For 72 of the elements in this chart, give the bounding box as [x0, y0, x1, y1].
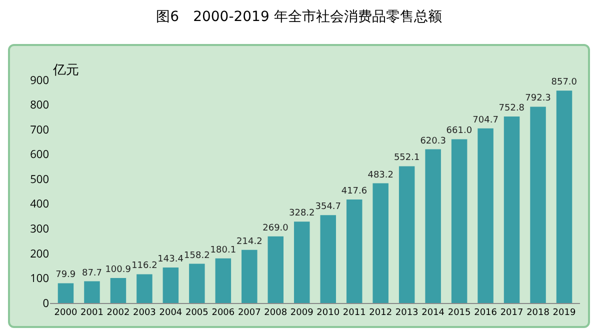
y-tick-label: 300 [30, 222, 49, 237]
x-tick-label: 2001 [80, 308, 104, 318]
bar [346, 200, 362, 303]
bar [242, 250, 258, 303]
bar [58, 283, 74, 303]
bar [215, 258, 232, 303]
bar [136, 274, 152, 303]
data-label: 704.7 [472, 115, 498, 126]
y-axis-title: 亿元 [52, 60, 79, 78]
x-tick-label: 2008 [264, 308, 288, 318]
data-label: 79.9 [56, 270, 76, 280]
data-label: 792.3 [525, 94, 551, 104]
bar [372, 183, 388, 303]
data-label: 661.0 [446, 126, 472, 136]
y-tick-label: 800 [30, 98, 49, 113]
data-label: 116.2 [132, 261, 158, 272]
data-label: 752.8 [498, 103, 525, 114]
bar [320, 215, 336, 303]
data-label: 552.1 [394, 153, 420, 164]
data-label: 328.2 [288, 208, 315, 219]
data-label: 857.0 [551, 78, 578, 88]
data-label: 354.7 [315, 202, 342, 212]
y-tick-label: 100 [30, 271, 49, 286]
x-tick-label: 2010 [316, 308, 340, 318]
data-label: 214.2 [236, 236, 262, 247]
data-label: 100.9 [105, 265, 132, 275]
data-label: 87.7 [82, 268, 102, 278]
x-tick-label: 2002 [106, 308, 130, 318]
data-label: 483.2 [368, 170, 394, 180]
x-tick-label: 2007 [238, 308, 261, 318]
bar [110, 278, 126, 303]
bar [504, 116, 520, 303]
x-tick-label: 2019 [552, 308, 576, 318]
bar [189, 264, 205, 303]
data-label: 158.2 [184, 250, 210, 261]
data-label: 180.1 [210, 245, 236, 256]
bar [398, 166, 415, 303]
x-tick-label: 2013 [395, 308, 418, 318]
x-tick-label: 2016 [474, 308, 498, 318]
bar [294, 222, 310, 303]
bar [84, 281, 100, 303]
bar [162, 267, 179, 303]
data-label: 269.0 [262, 223, 289, 234]
x-tick-label: 2005 [185, 308, 208, 318]
y-tick-label: 0 [42, 296, 49, 311]
x-tick-label: 2014 [422, 308, 445, 318]
x-tick-label: 2017 [500, 308, 524, 318]
bar [478, 128, 494, 303]
x-tick-label: 2004 [159, 308, 182, 318]
y-tick-label: 600 [30, 147, 49, 162]
y-tick-label: 200 [30, 246, 49, 262]
x-tick-label: 2011 [342, 308, 366, 318]
data-label: 620.3 [420, 136, 446, 146]
y-tick-label: 400 [30, 196, 49, 212]
x-tick-label: 2000 [54, 308, 78, 318]
bar [451, 139, 468, 303]
x-tick-label: 2009 [290, 308, 314, 318]
chart-title: 图6 2000-2019 年全市社会消费品零售总额 [155, 8, 443, 26]
x-tick-label: 2003 [133, 308, 156, 318]
bar [268, 236, 284, 303]
x-tick-label: 2012 [369, 308, 392, 318]
y-tick-label: 500 [30, 172, 49, 187]
x-tick-label: 2018 [526, 308, 550, 318]
data-label: 143.4 [158, 254, 184, 264]
x-tick-label: 2015 [448, 308, 471, 318]
y-tick-label: 700 [30, 122, 49, 138]
data-label: 417.6 [341, 186, 368, 197]
y-tick-label: 900 [30, 72, 49, 88]
x-tick-label: 2006 [212, 308, 235, 318]
bar [556, 90, 572, 303]
bar [425, 149, 441, 303]
bar [530, 106, 546, 303]
